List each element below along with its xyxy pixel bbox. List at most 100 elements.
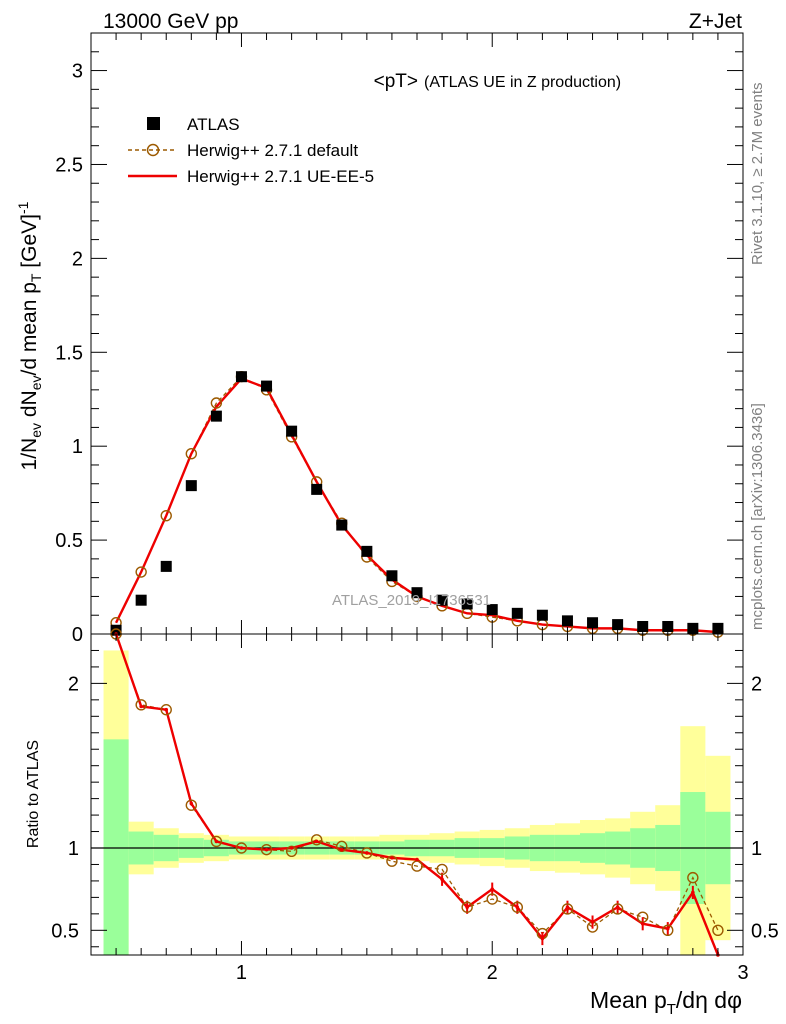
side-label-mcplots: mcplots.cern.ch [arXiv:1306.3436] [749,403,766,630]
main-point-atlas [486,604,498,616]
ratio-point-default [436,863,448,876]
main-point-atlas [511,607,523,619]
ratio-point-default [486,893,498,905]
ratio-point-default [235,842,248,854]
legend: ATLAS Herwig++ 2.7.1 default Herwig++ 2.… [128,115,374,186]
ratio-ytick-label-left: 1 [68,838,79,860]
ratio-point-default [135,699,147,711]
ratio-point-ue5 [339,847,344,852]
main-point-default [185,448,198,460]
ratio-point-default [662,924,674,937]
legend-marker-default [146,143,160,157]
ratio-point-ue5 [214,839,219,844]
ratio-point-ue5 [465,905,469,910]
ratio-point-default [310,834,323,846]
ratio-point-default [210,835,223,848]
ratio-line-default [115,633,719,935]
ratio-point-ue5 [415,857,419,862]
ratio-point-ue5 [440,877,444,882]
ratio-point-ue5 [515,905,520,910]
ratio-point-ue5 [615,905,620,910]
x-tick-label: 2 [487,962,498,984]
main-axes: 0 0.5 1 1.5 2 2.5 3 [55,32,743,646]
ratio-point-default [260,843,273,856]
main-ylabel: 1/Nev dNev/d mean pT [GeV]-1 [15,201,44,470]
main-point-atlas [135,594,147,606]
ratio-point-ue5 [540,936,545,941]
x-axis-title: Mean pT/dη dφ [590,987,742,1018]
x-tick-label: 3 [737,962,748,984]
main-point-atlas [235,371,247,383]
ratio-ytick-label-right: 0.5 [751,920,779,942]
watermark: ATLAS_2019_I1736531 [332,592,491,609]
ratio-point-ue5 [390,856,394,860]
main-point-atlas [386,570,398,582]
main-point-atlas [336,519,348,531]
ratio-point-ue5 [139,704,143,709]
main-point-atlas [536,609,548,621]
main-point-atlas [561,615,573,627]
main-point-atlas [587,617,599,629]
ratio-point-ue5 [565,905,570,910]
ratio-ytick-label-left: 2 [68,673,79,695]
ratio-point-ue5 [164,707,169,712]
main-point-atlas [160,560,172,572]
main-ytick-label: 3 [72,61,83,83]
band-inner-bin [103,739,129,955]
ratio-point-default [461,901,473,913]
main-ytick-label: 1.5 [55,342,83,364]
ratio-marks [91,628,743,957]
ratio-point-default [361,847,373,859]
main-ytick-label: 2 [72,248,83,270]
ratio-axes: 0.5 0.5 1 1 2 2 1 2 3 [51,634,779,984]
legend-label-default: Herwig++ 2.7.1 default [187,141,358,160]
ratio-point-default [561,903,574,915]
ratio-ytick-label-left: 0.5 [51,920,79,942]
ratio-panel: 0.5 0.5 1 1 2 2 1 2 3 Ratio to ATLAS Mean pT/dη … [25,628,779,1018]
ratio-point-ue5 [314,839,319,844]
main-point-atlas [411,587,423,599]
x-tick-label: 1 [236,962,247,984]
ratio-point-ue5 [640,921,645,926]
ratio-ytick-label-right: 1 [751,838,762,860]
main-point-default [210,397,223,409]
ratio-point-default [185,799,198,811]
ratio-point-ue5 [365,851,369,855]
main-ytick-label: 0.5 [55,530,83,552]
main-ytick-label: 1 [72,436,83,458]
main-point-atlas [261,380,273,392]
ratio-point-ue5 [289,846,294,850]
ratio-point-ue5 [264,847,269,852]
ratio-point-default [712,924,724,937]
plot-subtitle: (ATLAS UE in Z production) [424,74,621,91]
ratio-point-default [160,704,172,716]
main-point-atlas [286,425,298,437]
side-label-rivet: Rivet 3.1.10, ≥ 2.7M events [749,83,766,266]
main-point-atlas [637,620,649,632]
header-right: Z+Jet [689,10,742,33]
main-point-atlas [311,483,323,495]
legend-marker-atlas [147,117,160,130]
ratio-point-ue5 [691,890,695,895]
ratio-line-ue5 [114,633,720,956]
ratio-point-ue5 [665,926,670,931]
ratio-point-default [611,903,624,915]
main-point-atlas [361,545,373,557]
main-point-default [135,566,147,578]
main-point-atlas [461,598,473,610]
main-point-atlas [612,619,624,631]
ratio-point-ue5 [590,920,595,924]
ratio-ytick-label-right: 2 [751,673,762,695]
legend-label-ue5: Herwig++ 2.7.1 UE-EE-5 [187,167,374,186]
ratio-point-ue5 [239,846,244,850]
plot-title: <pT> [374,71,418,92]
main-point-atlas [185,480,197,492]
main-ytick-label: 2.5 [55,154,83,176]
main-panel: 0 0.5 1 1.5 2 2.5 3 <pT> (ATLAS UE in Z produc… [15,32,744,646]
main-ytick-label: 0 [72,624,83,646]
main-point-default [160,509,172,522]
ratio-point-ue5 [490,887,495,891]
ratio-point-ue5 [189,801,194,806]
main-point-atlas [210,410,222,422]
